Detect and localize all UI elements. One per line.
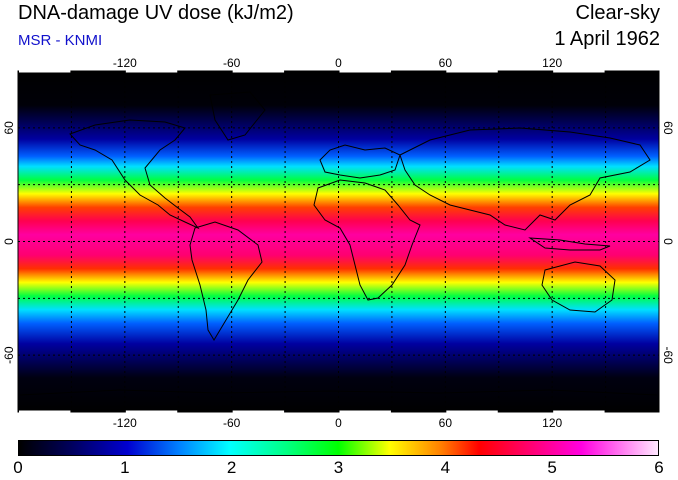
lon-tick-label: -60 xyxy=(223,416,241,430)
data-source: MSR - KNMI xyxy=(18,32,103,49)
map-plot-area xyxy=(17,69,660,414)
indonesia-coastline xyxy=(528,237,611,251)
lon-tick-label: 60 xyxy=(439,416,453,430)
colorbar-tick-label: 2 xyxy=(226,458,237,477)
colorbar-tick-label: 5 xyxy=(547,458,557,477)
antarctica-coastline xyxy=(19,389,658,396)
lat-labels-right: 60 0 -60 xyxy=(661,121,675,364)
asia-coastline xyxy=(399,127,651,231)
frame-tick-marks xyxy=(19,69,605,414)
lat-tick-label: -60 xyxy=(2,346,16,364)
map-frame xyxy=(17,70,660,413)
europe-coastline xyxy=(319,144,401,179)
lon-tick-label: 0 xyxy=(335,56,342,70)
colorbar-tick-label: 6 xyxy=(654,458,664,477)
sky-condition: Clear-sky xyxy=(575,2,660,24)
lon-tick-label: -120 xyxy=(113,416,137,430)
lat-labels-left: 60 0 -60 xyxy=(2,121,16,364)
lat-tick-label: 0 xyxy=(2,238,16,245)
chart-title: DNA-damage UV dose (kJ/m2) xyxy=(18,2,294,24)
colorbar-tick-label: 0 xyxy=(13,458,23,477)
lat-tick-label: -60 xyxy=(661,346,675,364)
colorbar-tick-label: 3 xyxy=(333,458,344,477)
lon-tick-label: 60 xyxy=(439,56,453,70)
axis-labels: -120 -60 0 60 120 -120 -60 0 60 120 60 0 -60 60 0 -6… xyxy=(2,56,675,430)
lon-labels-bottom: -120 -60 0 60 120 xyxy=(113,416,563,430)
lon-tick-label: 120 xyxy=(542,416,562,430)
lat-tick-label: 60 xyxy=(2,121,16,135)
colorbar-tick-label: 1 xyxy=(120,458,130,477)
north-america-coastline xyxy=(69,119,200,230)
lon-tick-label: 0 xyxy=(335,416,342,430)
lat-tick-label: 60 xyxy=(661,121,675,135)
south-america-coastline xyxy=(189,221,263,341)
map-date: 1 April 1962 xyxy=(554,28,660,50)
lon-tick-label: -60 xyxy=(223,56,241,70)
lat-lon-gridlines xyxy=(18,71,659,412)
australia-coastline xyxy=(541,261,616,313)
lon-tick-label: -120 xyxy=(113,56,137,70)
greenland-coastline xyxy=(209,91,266,141)
uv-dose-world-map: -120 -60 0 60 120 -120 -60 0 60 120 60 0 -60 60 0 -6… xyxy=(2,56,675,430)
lon-labels-top: -120 -60 0 60 120 xyxy=(113,56,563,70)
colorbar-tick-label: 4 xyxy=(440,458,451,477)
lon-tick-label: 120 xyxy=(542,56,562,70)
coastlines xyxy=(19,91,658,396)
colorbar xyxy=(18,440,659,456)
lat-tick-label: 0 xyxy=(661,238,675,245)
africa-coastline xyxy=(313,179,421,301)
